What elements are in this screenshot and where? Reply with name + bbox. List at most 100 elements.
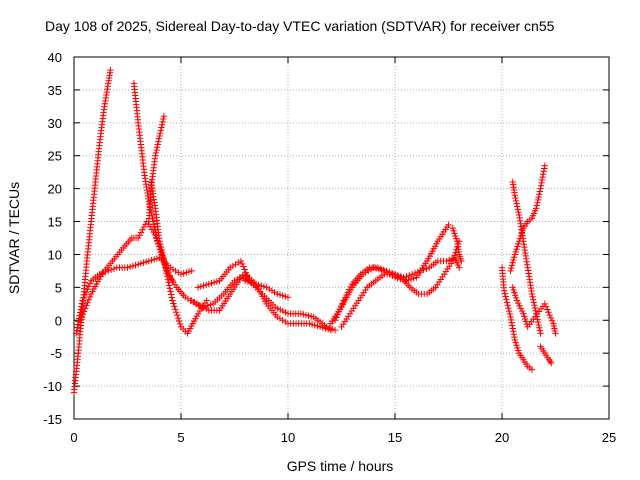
data-point	[541, 300, 548, 308]
data-point	[514, 206, 522, 213]
data-point	[175, 317, 183, 325]
data-point	[258, 282, 265, 289]
data-point	[148, 257, 155, 264]
x-tick-label: 5	[177, 430, 184, 445]
data-point	[237, 257, 245, 265]
y-tick-label: 15	[48, 215, 62, 230]
data-point	[511, 192, 519, 199]
data-point	[260, 283, 268, 290]
data-point	[539, 173, 546, 181]
data-point	[160, 113, 168, 120]
series-track-17	[537, 343, 555, 367]
series-track-11	[338, 238, 463, 331]
data-point	[180, 270, 187, 277]
series-track-18	[509, 284, 559, 337]
data-point	[107, 266, 115, 274]
data-point	[537, 185, 544, 192]
data-point	[78, 303, 85, 310]
data-point	[107, 66, 114, 74]
data-point	[151, 256, 158, 263]
data-point	[538, 176, 546, 184]
data-point	[79, 297, 86, 304]
data-point	[402, 277, 409, 284]
data-point	[172, 306, 179, 313]
data-point	[510, 328, 517, 335]
data-point	[512, 197, 520, 205]
data-point	[314, 322, 321, 330]
data-point	[244, 278, 252, 285]
data-point	[529, 296, 537, 303]
data-point	[513, 200, 520, 207]
data-point	[514, 203, 521, 210]
data-point	[151, 226, 159, 234]
data-point	[530, 299, 537, 306]
data-point	[132, 261, 139, 269]
data-point	[443, 257, 450, 265]
data-point	[158, 121, 166, 128]
data-point	[139, 226, 146, 233]
data-point	[169, 277, 176, 284]
data-point	[408, 271, 416, 278]
data-point	[252, 280, 260, 288]
data-point	[136, 232, 143, 239]
data-point	[156, 132, 163, 140]
series-track-1	[70, 66, 114, 396]
data-point	[84, 299, 91, 306]
data-point	[308, 321, 316, 328]
x-axis-label: GPS time / hours	[287, 458, 394, 474]
chart-title: Day 108 of 2025, Sidereal Day-to-day VTE…	[45, 18, 555, 34]
data-point	[73, 327, 80, 334]
data-point	[153, 255, 161, 262]
data-point	[450, 255, 457, 262]
data-points	[70, 66, 559, 396]
data-point	[534, 199, 541, 206]
data-point	[507, 313, 514, 321]
data-point	[158, 124, 165, 131]
data-point	[533, 205, 540, 212]
data-point	[78, 314, 85, 321]
data-point	[541, 162, 548, 169]
data-point	[152, 152, 159, 159]
y-tick-label: -10	[43, 379, 62, 394]
data-point	[544, 306, 551, 313]
data-point	[105, 267, 112, 275]
data-point	[85, 283, 92, 290]
data-point	[445, 221, 452, 229]
y-tick-label: -5	[50, 346, 62, 361]
series-track-7	[194, 257, 339, 334]
data-point	[167, 288, 174, 295]
data-point	[210, 279, 218, 286]
data-point	[150, 221, 157, 228]
data-point	[80, 294, 87, 301]
data-point	[165, 282, 173, 289]
grid	[74, 57, 609, 419]
x-tick-label: 15	[388, 430, 402, 445]
y-tick-labels: -15 -10 -5 0 5 10 15 20 25 30 35 40	[43, 50, 62, 427]
y-tick-label: 10	[48, 247, 62, 262]
data-point	[173, 311, 181, 319]
data-point	[173, 309, 180, 316]
data-point	[188, 267, 195, 275]
data-point	[509, 259, 516, 266]
data-point	[158, 246, 165, 254]
data-point	[535, 193, 542, 201]
data-point	[157, 243, 165, 251]
data-point	[213, 278, 221, 285]
data-point	[79, 311, 86, 318]
data-point	[511, 333, 518, 341]
series-track-6	[147, 178, 176, 284]
data-point	[394, 275, 401, 282]
data-point	[77, 317, 84, 324]
data-point	[86, 280, 94, 287]
data-point	[508, 319, 515, 326]
series-track-4	[130, 80, 255, 314]
data-point	[140, 223, 148, 231]
data-point	[171, 303, 178, 310]
y-tick-label: 35	[48, 83, 62, 98]
data-point	[534, 318, 542, 326]
data-point	[167, 291, 175, 298]
data-point	[140, 259, 147, 266]
data-point	[202, 281, 210, 289]
data-point	[162, 261, 169, 268]
